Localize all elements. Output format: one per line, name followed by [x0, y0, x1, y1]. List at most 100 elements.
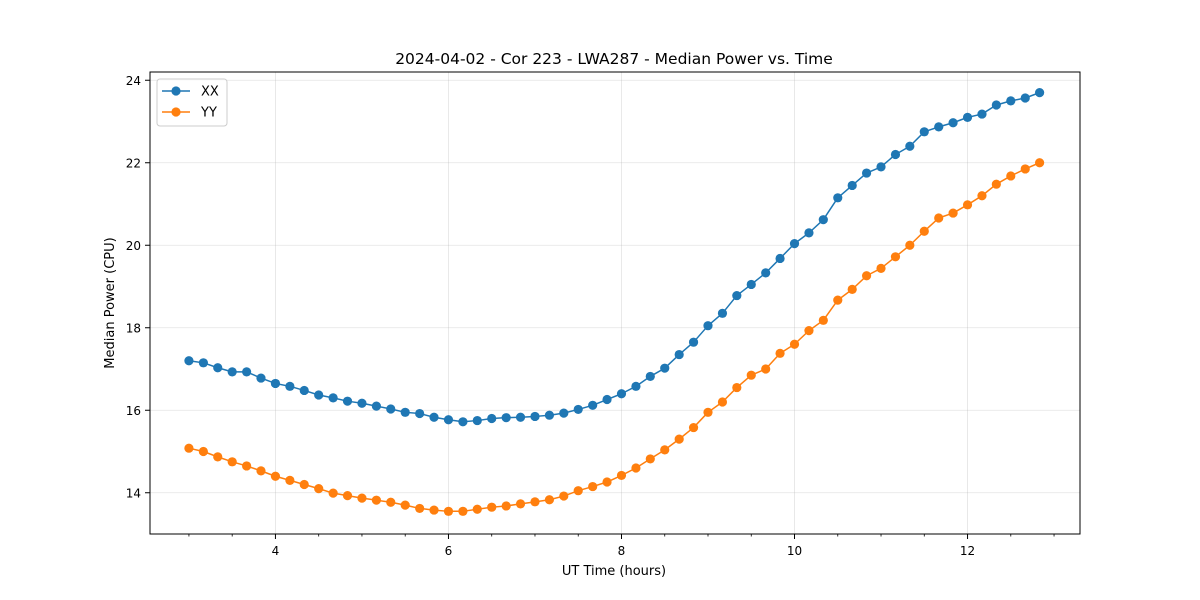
data-point-xx — [342, 396, 353, 406]
data-point-yy — [833, 295, 843, 305]
data-point-xx — [443, 415, 454, 425]
data-point-xx — [919, 127, 929, 137]
data-point-yy — [1020, 164, 1030, 174]
data-point-xx — [487, 413, 497, 424]
data-point-yy — [804, 326, 814, 336]
data-point-yy — [977, 191, 987, 201]
x-tick-label: 10 — [787, 544, 802, 558]
legend-item-xx: XX — [162, 85, 219, 100]
data-point-xx — [501, 413, 511, 423]
data-point-yy — [919, 226, 929, 236]
data-point-yy — [443, 506, 454, 516]
data-point-yy — [515, 499, 526, 509]
x-axis-label: UT Time (hours) — [562, 564, 666, 579]
data-point-xx — [905, 141, 915, 151]
data-point-xx — [732, 290, 742, 301]
data-point-xx — [184, 356, 194, 366]
data-point-yy — [775, 348, 785, 358]
data-point-xx — [530, 411, 540, 422]
data-point-xx — [458, 417, 468, 427]
data-point-yy — [544, 495, 555, 505]
data-point-xx — [270, 378, 281, 389]
data-point-yy — [487, 502, 497, 512]
data-point-xx — [1020, 93, 1030, 103]
data-point-yy — [213, 452, 223, 462]
y-tick-label: 18 — [126, 321, 141, 335]
data-point-xx — [717, 308, 728, 318]
data-point-yy — [270, 471, 281, 481]
data-point-yy — [934, 213, 944, 223]
series-layer — [184, 88, 1045, 516]
x-tick-label: 6 — [445, 544, 453, 558]
data-point-xx — [789, 239, 800, 249]
data-point-xx — [631, 381, 641, 391]
data-point-yy — [342, 491, 353, 501]
series-yy — [184, 158, 1045, 516]
data-point-xx — [962, 112, 973, 122]
data-point-yy — [717, 397, 728, 407]
data-point-yy — [861, 271, 872, 281]
data-point-yy — [242, 461, 252, 471]
data-point-yy — [328, 488, 338, 498]
data-point-yy — [948, 208, 958, 218]
data-point-xx — [934, 122, 944, 132]
y-tick-label: 14 — [126, 486, 141, 500]
data-point-xx — [400, 407, 410, 417]
data-point-xx — [804, 228, 814, 238]
data-point-xx — [285, 381, 295, 391]
data-point-yy — [357, 493, 367, 503]
data-point-yy — [876, 263, 886, 273]
data-point-xx — [314, 390, 324, 400]
data-point-xx — [515, 412, 526, 422]
data-point-xx — [761, 268, 771, 278]
data-point-yy — [415, 503, 425, 514]
data-point-xx — [559, 408, 569, 418]
data-point-yy — [616, 470, 627, 481]
legend: XX YY — [156, 78, 228, 127]
data-point-yy — [890, 252, 901, 262]
data-point-yy — [602, 477, 612, 487]
y-tick-label: 24 — [126, 74, 141, 88]
data-point-xx — [818, 215, 828, 225]
data-point-yy — [991, 179, 1001, 189]
data-point-xx — [242, 367, 252, 377]
x-tick-label: 8 — [618, 544, 626, 558]
data-point-yy — [184, 443, 194, 453]
data-point-xx — [876, 162, 886, 172]
data-point-yy — [198, 446, 208, 457]
legend-item-yy: YY — [162, 106, 217, 121]
data-point-xx — [213, 363, 223, 373]
data-point-xx — [227, 367, 237, 377]
data-point-yy — [746, 370, 756, 380]
data-point-yy — [573, 486, 583, 496]
data-point-yy — [285, 475, 295, 485]
data-point-yy — [732, 382, 742, 393]
data-point-xx — [472, 415, 482, 426]
data-point-yy — [472, 504, 482, 514]
data-point-xx — [371, 401, 381, 411]
data-point-yy — [761, 364, 771, 374]
legend-label: YY — [200, 106, 217, 121]
data-point-xx — [429, 412, 439, 422]
data-point-xx — [645, 371, 655, 382]
grid-lines — [150, 72, 1080, 534]
data-point-xx — [948, 118, 958, 128]
x-tick-label: 12 — [960, 544, 975, 558]
data-point-xx — [602, 394, 612, 405]
data-point-xx — [847, 180, 857, 191]
data-point-yy — [314, 484, 324, 494]
data-point-xx — [977, 109, 987, 119]
data-point-yy — [501, 501, 511, 511]
y-tick-label: 20 — [126, 239, 141, 253]
data-point-xx — [256, 373, 266, 383]
data-point-yy — [660, 445, 670, 455]
data-point-yy — [400, 500, 410, 510]
data-point-xx — [357, 398, 367, 408]
data-point-yy — [559, 491, 569, 501]
data-point-xx — [660, 363, 670, 373]
data-point-yy — [227, 457, 237, 467]
x-tick-label: 4 — [272, 544, 280, 558]
data-point-yy — [429, 505, 439, 515]
data-point-xx — [1035, 88, 1045, 98]
